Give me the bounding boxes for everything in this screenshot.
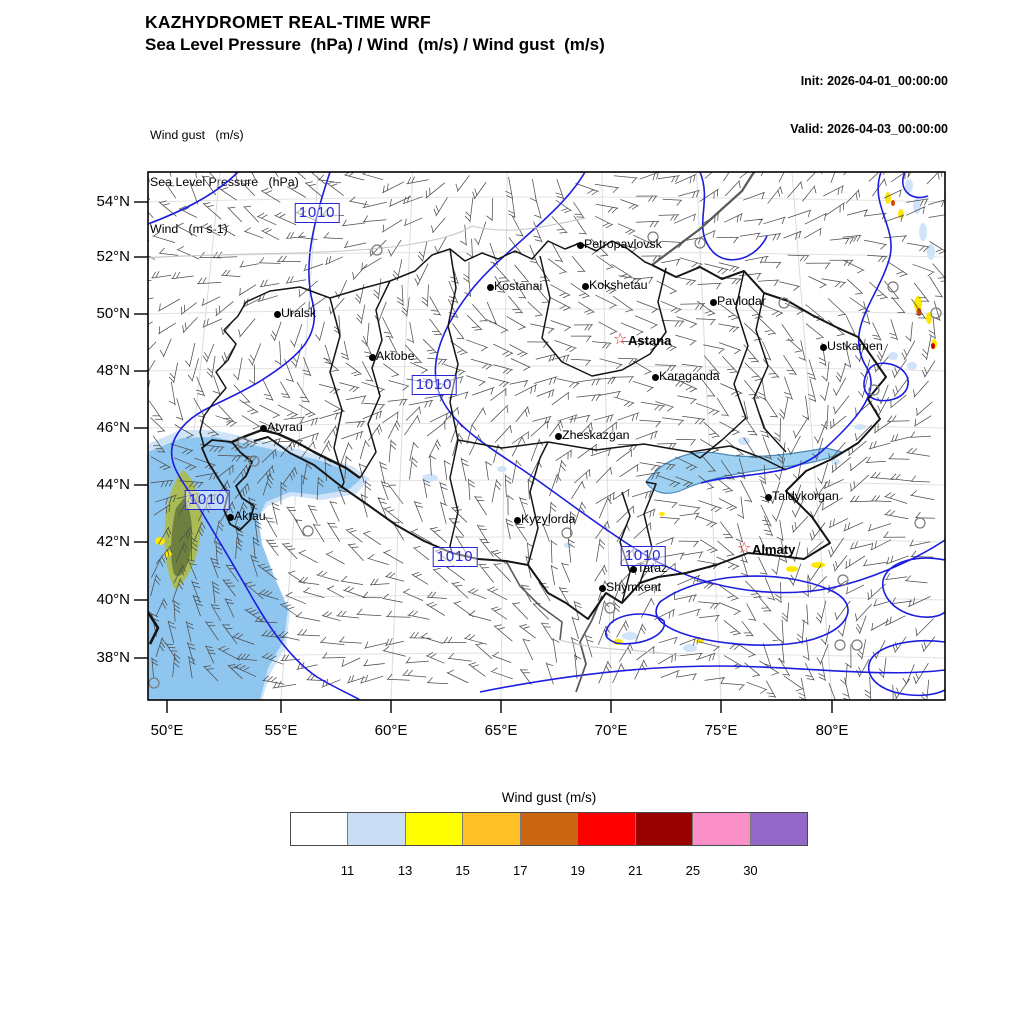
lon-tick-label: 55°E — [264, 722, 298, 739]
city-label: Ustkamen — [827, 339, 883, 353]
city-label: Aktau — [234, 509, 266, 523]
city-dot-marker — [513, 516, 521, 524]
city-dot-marker — [368, 353, 376, 361]
colorbar-tick: 21 — [628, 863, 643, 878]
lat-tick-label: 38°N — [96, 649, 130, 666]
colorbar-tick: 30 — [743, 863, 758, 878]
colorbar-tick: 17 — [512, 863, 528, 878]
colorbar-tick: 15 — [455, 863, 470, 878]
lon-tick-label: 80°E — [815, 722, 849, 739]
caspian-gust-area — [148, 437, 360, 700]
city-dot-marker — [576, 241, 584, 249]
city-dot-marker — [554, 432, 562, 440]
lon-tick-label: 70°E — [594, 722, 628, 739]
gust-orange-red-patches — [891, 200, 935, 349]
colorbar-cell — [405, 813, 464, 845]
city-dot-marker — [581, 282, 589, 290]
map-canvas — [134, 171, 946, 713]
caspian-gust-olive-core — [171, 498, 192, 576]
colorbar-cell — [463, 813, 521, 845]
map-frame — [147, 171, 946, 701]
neighbor-borders — [148, 172, 755, 693]
city-label: Astana — [628, 333, 672, 348]
gust-shading-layer — [148, 179, 937, 700]
lat-tick-label: 44°N — [96, 476, 130, 493]
lat-tick-label: 48°N — [96, 362, 130, 379]
city-dot-marker — [651, 373, 659, 381]
city-dot-marker — [273, 310, 281, 318]
isobar-value-label: 1010 — [294, 203, 340, 223]
lat-tick-label: 54°N — [96, 193, 130, 210]
city-label: Almaty — [752, 542, 796, 557]
overlay-legend: Wind gust (m/s) Sea Level Pressure (hPa)… — [150, 97, 299, 269]
capital-star-icon: ☆ — [737, 540, 752, 557]
page-title: KAZHYDROMET REAL-TIME WRF — [145, 12, 431, 32]
run-info: Init: 2026-04-01_00:00:00 Valid: 2026-04… — [790, 41, 948, 169]
pale-blue-patches — [422, 179, 935, 652]
page-subtitle: Sea Level Pressure (hPa) / Wind (m/s) / … — [145, 35, 605, 54]
city-dot-marker — [709, 298, 717, 306]
wind-barbs — [148, 172, 945, 700]
capital-star-icon: ☆ — [613, 331, 628, 348]
city-label: Pavlodar — [717, 294, 766, 308]
lon-tick-label: 60°E — [374, 722, 408, 739]
city-dot-marker — [598, 584, 606, 592]
valid-time: Valid: 2026-04-03_00:00:00 — [790, 122, 948, 136]
lat-tick-label: 46°N — [96, 419, 130, 436]
city-label: Kyzylorda — [521, 512, 576, 526]
city-dot-marker — [259, 424, 267, 432]
city-dot-marker — [226, 513, 234, 521]
city-label: Petropavlovsk — [584, 237, 662, 251]
city-dot-marker — [486, 283, 494, 291]
isobar-value-label: 1010 — [432, 547, 478, 567]
lon-tick-label: 50°E — [150, 722, 184, 739]
city-dot-marker — [819, 343, 827, 351]
city-label: Kokshetau — [589, 278, 648, 292]
lat-tick-label: 52°N — [96, 248, 130, 265]
city-label: Shymkent — [606, 580, 662, 594]
city-label: Kostanai — [494, 279, 543, 293]
colorbar-tick: 19 — [570, 863, 585, 878]
isobar-value-label: 1010 — [620, 546, 666, 566]
isobar-contours — [148, 172, 945, 700]
faint-admin-lines — [148, 217, 681, 657]
city-label: Uralsk — [281, 306, 317, 320]
colorbar-cell — [635, 813, 694, 845]
city-label: Taraz — [637, 561, 668, 575]
city-label: Aktobe — [376, 349, 415, 363]
city-label: Taldykorgan — [772, 489, 839, 503]
colorbar-title: Wind gust (m/s) — [501, 790, 597, 805]
overlay-legend-gust: Wind gust (m/s) — [150, 128, 244, 143]
colorbar-cell — [291, 813, 349, 845]
colorbar-cell — [693, 813, 751, 845]
colorbar-tick: 13 — [397, 863, 413, 878]
lon-tick-label: 75°E — [704, 722, 738, 739]
lon-tick-label: 65°E — [484, 722, 518, 739]
city-label: Atyrau — [267, 420, 303, 434]
lat-tick-label: 42°N — [96, 533, 130, 550]
city-label: Zheskazgan — [562, 428, 630, 442]
colorbar-tick: 11 — [340, 863, 355, 878]
region-borders — [199, 240, 887, 620]
colorbar-cell — [348, 813, 406, 845]
colorbar — [290, 812, 808, 846]
balkhash-lake — [645, 447, 844, 494]
city-dot-marker — [629, 565, 637, 573]
isobar-value-label: 1010 — [184, 490, 230, 510]
lat-tick-label: 50°N — [96, 305, 130, 322]
lat-tick-label: 40°N — [96, 591, 130, 608]
overlay-legend-slp: Sea Level Pressure (hPa) — [150, 174, 299, 189]
init-time: Init: 2026-04-01_00:00:00 — [800, 74, 948, 88]
axis-ticks — [134, 201, 833, 713]
station-circles — [148, 231, 942, 689]
colorbar-tick: 25 — [685, 863, 701, 878]
city-dot-marker — [764, 493, 772, 501]
isobar-value-label: 1010 — [411, 375, 457, 395]
colorbar-cell — [520, 813, 579, 845]
city-label: Karaganda — [659, 369, 720, 383]
colorbar-cell — [578, 813, 636, 845]
colorbar-cell — [750, 813, 807, 845]
